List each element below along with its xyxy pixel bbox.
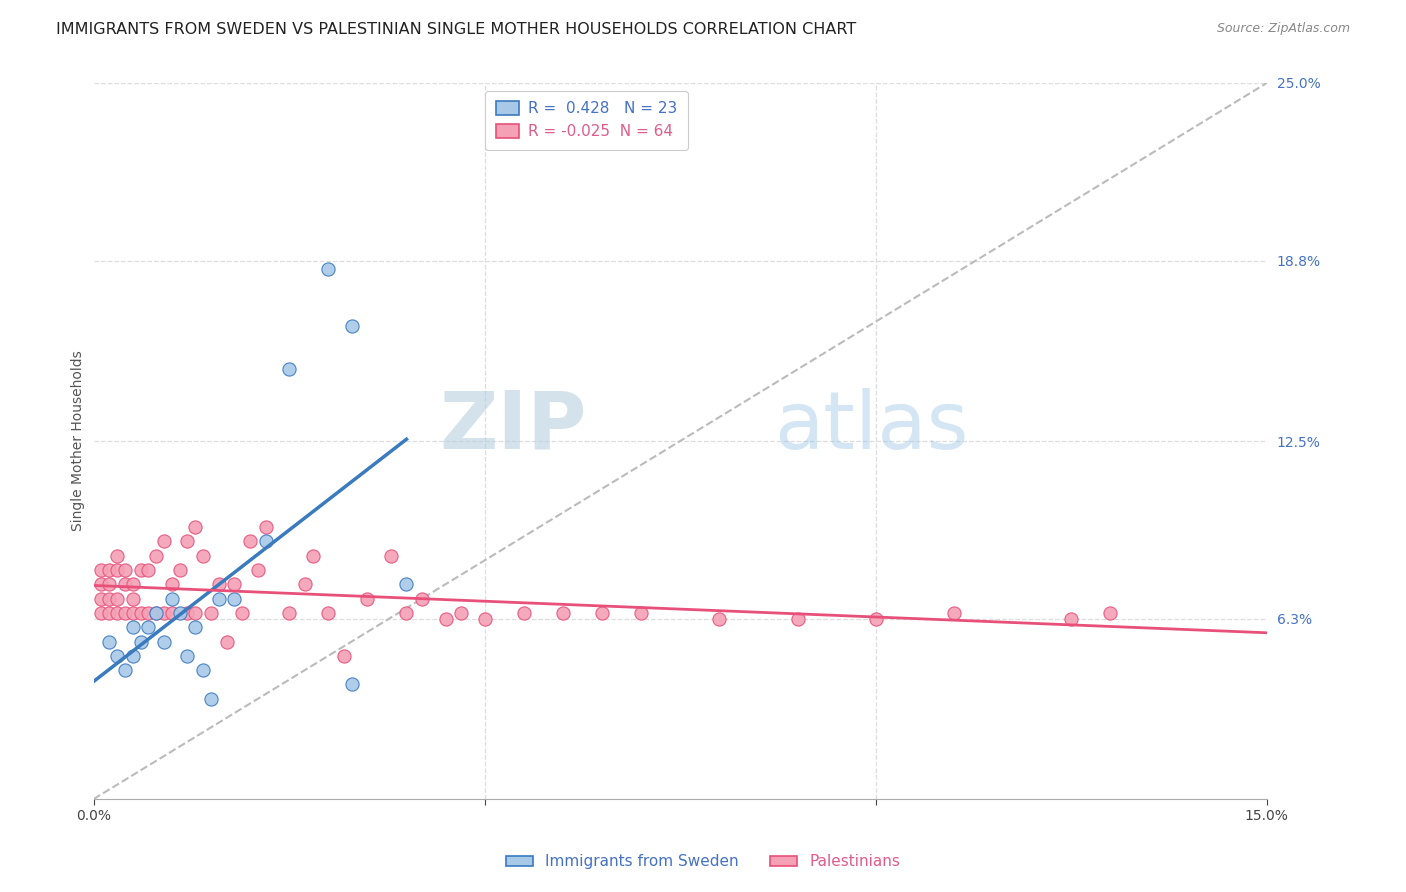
Point: [191, 663, 214, 677]
Point: [153, 534, 176, 549]
Point: [208, 591, 231, 606]
Point: [98, 577, 121, 591]
Point: [114, 577, 136, 591]
Text: Source: ZipAtlas.com: Source: ZipAtlas.com: [1216, 22, 1350, 36]
Point: [865, 611, 887, 625]
Point: [121, 577, 143, 591]
Point: [90, 563, 112, 577]
Point: [551, 606, 574, 620]
Point: [395, 606, 418, 620]
Point: [254, 520, 277, 534]
Point: [294, 577, 316, 591]
Point: [1060, 611, 1083, 625]
Point: [145, 606, 167, 620]
Point: [90, 606, 112, 620]
Point: [98, 591, 121, 606]
Point: [121, 606, 143, 620]
Point: [136, 606, 159, 620]
Point: [301, 549, 323, 563]
Point: [90, 591, 112, 606]
Text: atlas: atlas: [775, 388, 969, 466]
Point: [513, 606, 536, 620]
Point: [224, 577, 246, 591]
Point: [114, 663, 136, 677]
Point: [105, 606, 128, 620]
Point: [105, 648, 128, 663]
Point: [121, 648, 143, 663]
Point: [411, 591, 433, 606]
Point: [160, 591, 183, 606]
Point: [316, 606, 339, 620]
Text: ZIP: ZIP: [439, 388, 586, 466]
Point: [160, 606, 183, 620]
Point: [340, 319, 363, 334]
Point: [333, 648, 356, 663]
Point: [450, 606, 472, 620]
Point: [1099, 606, 1122, 620]
Point: [278, 362, 301, 376]
Point: [98, 563, 121, 577]
Point: [145, 606, 167, 620]
Point: [169, 563, 191, 577]
Point: [184, 620, 207, 634]
Point: [105, 591, 128, 606]
Point: [224, 591, 246, 606]
Y-axis label: Single Mother Households: Single Mother Households: [72, 351, 86, 532]
Text: IMMIGRANTS FROM SWEDEN VS PALESTINIAN SINGLE MOTHER HOUSEHOLDS CORRELATION CHART: IMMIGRANTS FROM SWEDEN VS PALESTINIAN SI…: [56, 22, 856, 37]
Point: [129, 606, 152, 620]
Point: [943, 606, 966, 620]
Point: [395, 577, 418, 591]
Point: [786, 611, 808, 625]
Point: [356, 591, 378, 606]
Point: [169, 606, 191, 620]
Point: [98, 634, 121, 648]
Point: [709, 611, 731, 625]
Point: [114, 563, 136, 577]
Point: [200, 606, 222, 620]
Point: [254, 534, 277, 549]
Point: [90, 577, 112, 591]
Point: [114, 606, 136, 620]
Point: [316, 262, 339, 277]
Point: [160, 577, 183, 591]
Point: [176, 648, 198, 663]
Point: [591, 606, 613, 620]
Point: [129, 634, 152, 648]
Point: [184, 520, 207, 534]
Point: [121, 591, 143, 606]
Point: [153, 606, 176, 620]
Legend: Immigrants from Sweden, Palestinians: Immigrants from Sweden, Palestinians: [499, 848, 907, 875]
Point: [434, 611, 457, 625]
Point: [474, 611, 496, 625]
Point: [121, 620, 143, 634]
Point: [239, 534, 262, 549]
Point: [136, 620, 159, 634]
Point: [278, 606, 301, 620]
Point: [105, 549, 128, 563]
Point: [246, 563, 269, 577]
Legend: R =  0.428   N = 23, R = -0.025  N = 64: R = 0.428 N = 23, R = -0.025 N = 64: [485, 91, 688, 150]
Point: [380, 549, 402, 563]
Point: [176, 606, 198, 620]
Point: [184, 606, 207, 620]
Point: [98, 606, 121, 620]
Point: [231, 606, 253, 620]
Point: [215, 634, 238, 648]
Point: [191, 549, 214, 563]
Point: [340, 677, 363, 691]
Point: [200, 691, 222, 706]
Point: [153, 634, 176, 648]
Point: [145, 549, 167, 563]
Point: [105, 563, 128, 577]
Point: [136, 563, 159, 577]
Point: [176, 534, 198, 549]
Point: [208, 577, 231, 591]
Point: [129, 563, 152, 577]
Point: [630, 606, 652, 620]
